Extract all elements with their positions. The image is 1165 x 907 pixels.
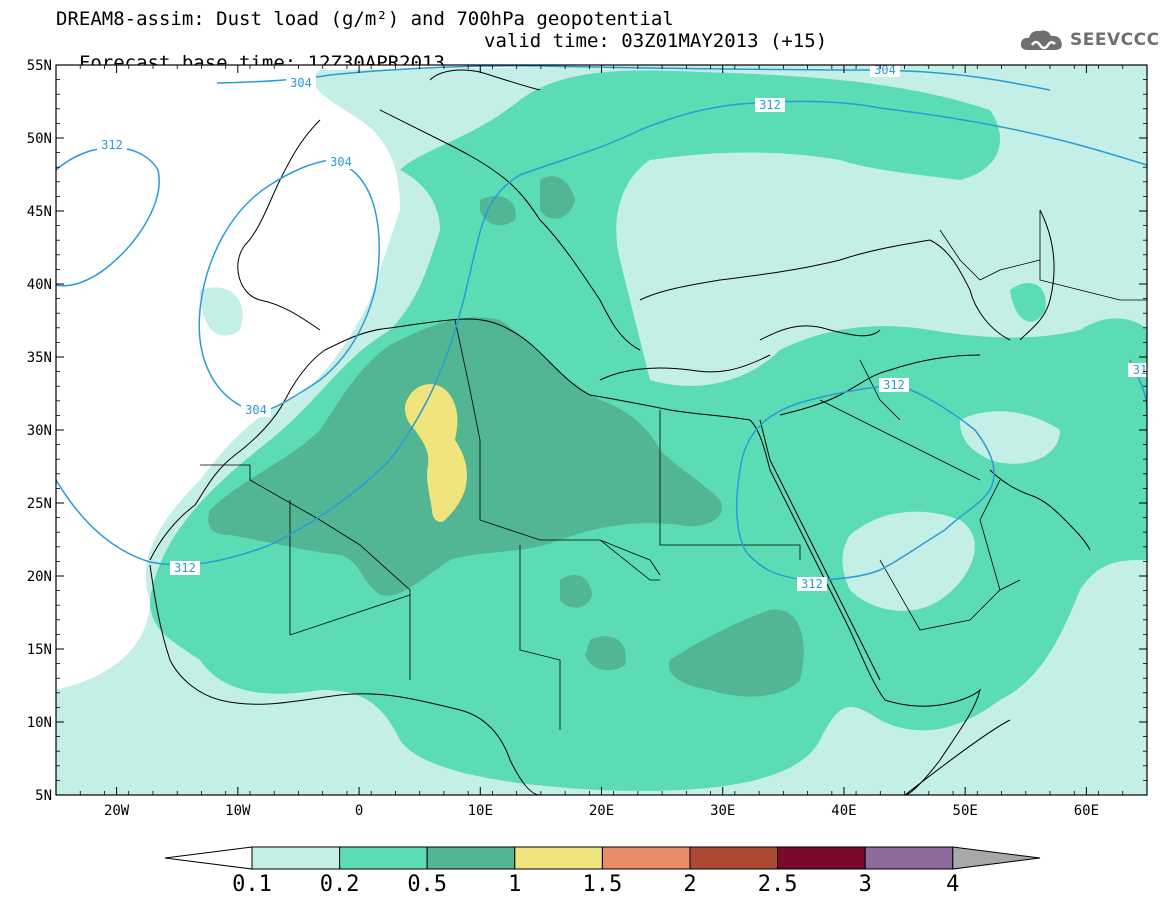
lon-label: 10E	[468, 803, 493, 819]
contour-label: 312	[883, 378, 905, 392]
map-title: DREAM8-assim: Dust load (g/m²) and 700hP…	[56, 8, 674, 30]
contour-label: 31	[1133, 363, 1147, 377]
dust-shading-0.1-holes	[660, 226, 1060, 611]
country-borders	[200, 210, 1147, 730]
lon-label: 10W	[225, 803, 251, 819]
logo-text: SEEVCCC	[1070, 30, 1160, 50]
contour-label: 304	[874, 63, 896, 77]
geopotential-contours	[56, 65, 1147, 581]
lat-label: 35N	[27, 350, 52, 366]
lat-label: 10N	[27, 715, 52, 731]
lat-label: 30N	[27, 423, 52, 439]
contour-label: 312	[801, 577, 823, 591]
lat-label: 40N	[27, 277, 52, 293]
lon-label: 40E	[831, 803, 856, 819]
lat-label: 50N	[27, 131, 52, 147]
latitude-axis: 55N 50N 45N 40N 35N 30N 25N 20N 15N 10N 5N	[27, 58, 1147, 804]
lon-label: 50E	[953, 803, 978, 819]
contour-label: 312	[174, 561, 196, 575]
lon-label: 20E	[589, 803, 614, 819]
longitude-axis: 20W 10W 0 10E 20E 30E 40E 50E 60E	[55, 65, 1148, 819]
contour-label: 304	[245, 403, 267, 417]
contour-label: 304	[330, 155, 352, 169]
lon-label: 30E	[710, 803, 735, 819]
dust-shading-0.5	[208, 176, 804, 697]
contour-label: 304	[290, 76, 312, 90]
coastlines	[149, 69, 1091, 795]
valid-time: valid time: 03Z01MAY2013 (+15)	[484, 30, 828, 52]
dust-shading-0.2	[150, 70, 1147, 791]
contour-labels: 304 304 304 304 312 312 312 312 312 31	[97, 63, 1147, 591]
dust-shading-1	[404, 384, 467, 522]
contour-label: 312	[759, 98, 781, 112]
lat-label: 25N	[27, 496, 52, 512]
contour-label: 312	[101, 138, 123, 152]
lat-label: 15N	[27, 642, 52, 658]
cloud-logo-icon	[1020, 30, 1062, 50]
lon-label: 60E	[1074, 803, 1099, 819]
lat-label: 55N	[27, 58, 52, 74]
lat-label: 45N	[27, 204, 52, 220]
seevccc-logo: SEEVCCC	[1018, 24, 1160, 56]
lon-label: 0	[355, 803, 363, 819]
lat-label: 5N	[35, 788, 52, 804]
lat-label: 20N	[27, 569, 52, 585]
lon-label: 20W	[104, 803, 130, 819]
